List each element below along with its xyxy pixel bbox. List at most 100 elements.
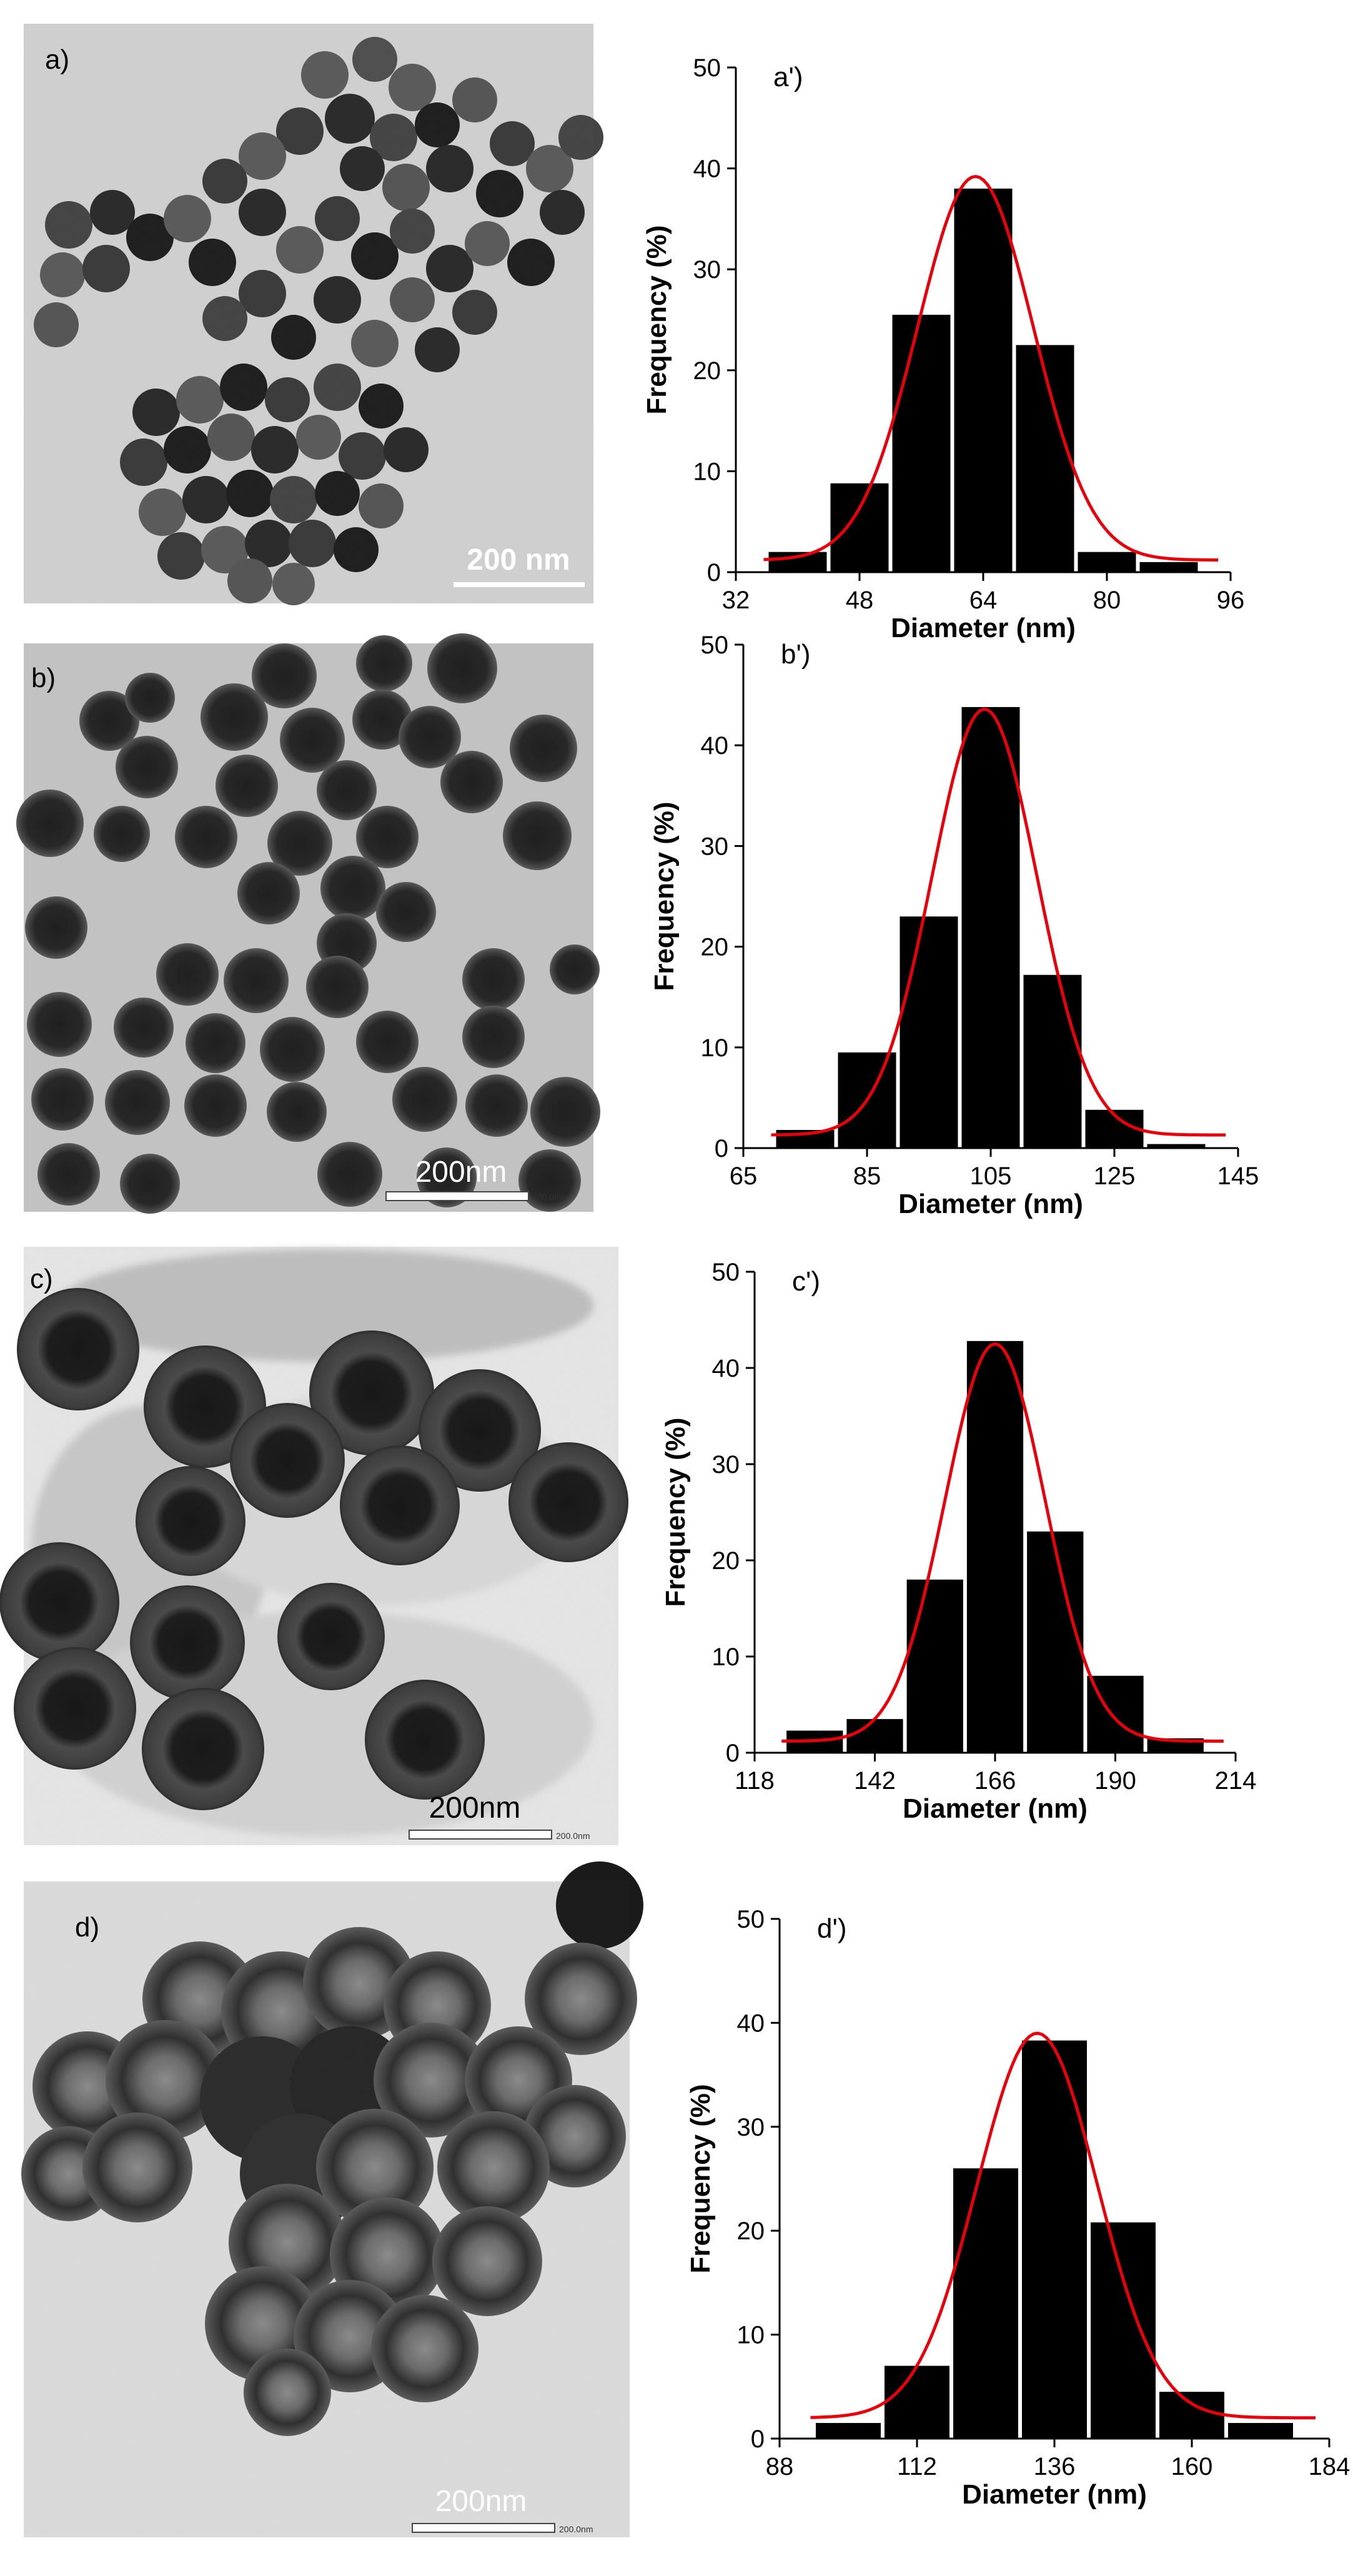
histogram-c-x-tick-label: 214 xyxy=(1215,1767,1257,1795)
histogram-a-bar xyxy=(1139,562,1198,572)
histogram-d-fit-curve xyxy=(810,2031,1316,2420)
histogram-c-x-axis-title: Diameter (nm) xyxy=(903,1793,1088,1824)
histogram-a-y-tick-label: 40 xyxy=(693,156,721,183)
micrograph-b-noise xyxy=(24,643,593,1212)
histogram-a-y-axis-title: Frequency (%) xyxy=(642,225,672,414)
micrograph-d-label: d) xyxy=(75,1912,99,1943)
histogram-d-x-tick-label: 136 xyxy=(1034,2453,1076,2480)
histogram-c-x-tick-label: 142 xyxy=(854,1767,896,1795)
micrograph-c-noise xyxy=(24,1247,618,1845)
micrograph-a-scale-bar-label: 200 nm xyxy=(467,543,570,577)
histogram-a-y-tick-label: 20 xyxy=(693,357,721,385)
histogram-d-x-tick-label: 184 xyxy=(1309,2453,1351,2480)
micrograph-c-scale-bar xyxy=(409,1830,552,1840)
micrograph-c-scale-bar-small-label: 200.0nm xyxy=(556,1831,590,1841)
histogram-b-x-tick-label: 125 xyxy=(1094,1162,1136,1190)
histogram-a-bar xyxy=(954,188,1013,572)
histogram-c-y-tick-label: 40 xyxy=(712,1355,740,1382)
histogram-c-bar xyxy=(1027,1531,1084,1753)
micrograph-c-scale-bar-label: 200nm xyxy=(429,1791,521,1825)
histogram-a-y-tick-label: 10 xyxy=(693,458,721,485)
histogram-a-x-tick-label: 96 xyxy=(1217,587,1245,614)
histogram-a-bar xyxy=(1016,345,1074,572)
histogram-b-bar xyxy=(961,706,1020,1148)
histogram-b-bar xyxy=(1023,974,1082,1148)
histogram-a-y-tick-label: 0 xyxy=(707,559,721,587)
histogram-c-bar xyxy=(906,1579,963,1753)
histogram-d-bar xyxy=(953,2168,1018,2439)
micrograph-b: b) 200nm 200.0nm xyxy=(16,633,600,1214)
micrograph-a-label: a) xyxy=(45,44,69,75)
histogram-b: 0 10 20 30 40 50 65 85 105 125 145 Diameter (nm) Fre… xyxy=(649,632,1259,1219)
histogram-d-x-axis-title: Diameter (nm) xyxy=(962,2479,1147,2510)
micrograph-d-scale-bar-label: 200nm xyxy=(435,2485,527,2518)
histogram-a: 0 10 20 30 40 50 32 48 64 80 96 Diameter (nm) Freque… xyxy=(642,54,1244,643)
histogram-d-y-tick-label: 10 xyxy=(737,2322,765,2349)
micrograph-d-scale-bar-small-label: 200.0nm xyxy=(559,2524,593,2534)
histogram-a-x-axis-title: Diameter (nm) xyxy=(891,613,1076,643)
histogram-d-y-tick-label: 20 xyxy=(737,2217,765,2245)
micrograph-b-scale-bar xyxy=(385,1191,529,1201)
histogram-b-x-tick-label: 65 xyxy=(730,1162,758,1190)
histogram-c: 0 10 20 30 40 50 118 142 166 190 214 Diameter (nm) F… xyxy=(660,1259,1256,1824)
histogram-d-x-tick-label: 112 xyxy=(897,2453,937,2480)
histogram-b-y-tick-label: 20 xyxy=(701,934,729,961)
histogram-a-y-tick-label: 50 xyxy=(693,54,721,82)
histogram-d-x-tick-label: 160 xyxy=(1171,2453,1213,2480)
histogram-c-y-tick-label: 50 xyxy=(712,1259,740,1286)
histogram-d-y-axis-title: Frequency (%) xyxy=(685,2084,716,2273)
micrograph-d-scale-bar xyxy=(412,2523,555,2533)
histogram-b-x-tick-label: 85 xyxy=(853,1162,881,1190)
histogram-c-panel-label: c') xyxy=(792,1266,820,1297)
histogram-c-x-tick-label: 118 xyxy=(735,1767,775,1795)
histogram-c-y-tick-label: 20 xyxy=(712,1547,740,1575)
histogram-b-fit-curve xyxy=(771,707,1226,1137)
histogram-c-y-tick-label: 10 xyxy=(712,1643,740,1671)
histogram-a-panel-label: a') xyxy=(773,62,803,92)
histogram-a-fit-curve xyxy=(763,174,1219,562)
histogram-c-x-tick-label: 190 xyxy=(1094,1767,1136,1795)
histogram-d-y-tick-label: 0 xyxy=(751,2425,765,2453)
histogram-a-bar xyxy=(892,314,951,572)
histogram-c-y-tick-label: 30 xyxy=(712,1451,740,1479)
micrograph-a-scale-bar xyxy=(453,582,585,587)
histogram-d-y-tick-label: 50 xyxy=(737,1906,765,1933)
micrograph-b-scale-bar-small-label: 200.0nm xyxy=(532,1192,566,1202)
histogram-b-bar xyxy=(1147,1144,1206,1148)
histogram-d-bar xyxy=(885,2365,949,2439)
histogram-c-y-tick-label: 0 xyxy=(726,1740,740,1767)
histogram-b-bar xyxy=(900,916,958,1148)
histogram-d-bar xyxy=(816,2423,881,2439)
micrograph-d-noise xyxy=(24,1881,630,2537)
histogram-d-bar xyxy=(1159,2392,1224,2439)
micrograph-c: c) 200nm 200.0nm xyxy=(0,1247,628,1845)
histogram-b-x-axis-title: Diameter (nm) xyxy=(898,1189,1083,1219)
histogram-a-x-tick-label: 64 xyxy=(969,587,998,614)
micrograph-a-noise xyxy=(24,24,593,603)
histogram-a-bar xyxy=(830,483,889,572)
micrograph-c-label: c) xyxy=(30,1264,53,1294)
histogram-b-x-tick-label: 145 xyxy=(1217,1162,1259,1190)
histogram-d-panel-label: d') xyxy=(817,1913,847,1944)
histogram-d-bar xyxy=(1091,2222,1156,2439)
histogram-c-y-axis-title: Frequency (%) xyxy=(660,1417,691,1607)
histogram-d-y-tick-label: 30 xyxy=(737,2114,765,2141)
histogram-b-y-tick-label: 0 xyxy=(715,1135,728,1162)
histogram-c-bar xyxy=(966,1340,1024,1753)
histogram-c-bar xyxy=(846,1719,903,1753)
histogram-a-y-tick-label: 30 xyxy=(693,256,721,284)
histogram-d-x-tick-label: 88 xyxy=(766,2453,794,2480)
histogram-a-x-tick-label: 80 xyxy=(1093,587,1121,614)
histogram-a-bar xyxy=(1078,552,1136,572)
histogram-b-y-tick-label: 40 xyxy=(701,732,729,760)
micrograph-d: d) 200nm 200.0nm xyxy=(21,1861,643,2537)
micrograph-a: a) 200 nm xyxy=(24,24,603,605)
histogram-d-bar xyxy=(1022,2040,1087,2439)
histogram-c-x-tick-label: 166 xyxy=(974,1767,1016,1795)
histogram-b-y-axis-title: Frequency (%) xyxy=(649,801,680,991)
histogram-d: 0 10 20 30 40 50 88 112 136 160 184 Diameter (nm) Fr… xyxy=(685,1906,1350,2510)
micrograph-b-label: b) xyxy=(31,663,56,693)
histogram-b-y-tick-label: 30 xyxy=(701,833,729,860)
micrograph-b-scale-bar-label: 200nm xyxy=(415,1156,507,1189)
